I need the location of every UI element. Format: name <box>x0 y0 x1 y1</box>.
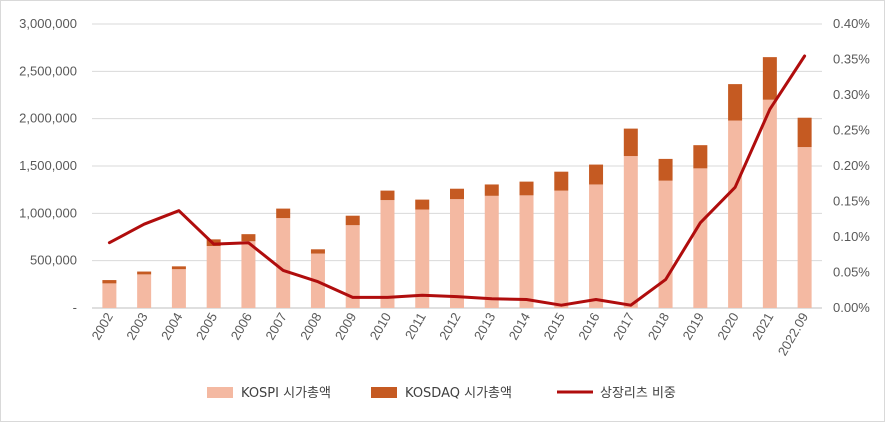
x-axis-tick-label: 2020 <box>714 310 741 343</box>
x-axis-tick-label: 2003 <box>123 310 150 343</box>
left-axis-tick-label: 2,000,000 <box>19 111 77 126</box>
bar-kospi <box>658 180 673 308</box>
x-axis-tick-label: 2013 <box>471 310 498 343</box>
bar-kosdaq <box>623 128 638 157</box>
x-axis-tick-label: 2012 <box>436 310 463 343</box>
left-axis-tick-label: 3,000,000 <box>19 16 77 31</box>
bar-kospi <box>623 156 638 308</box>
bar-kospi <box>728 120 743 308</box>
x-axis-tick-label: 2002 <box>89 310 116 343</box>
right-axis-tick-label: 0.35% <box>833 52 870 67</box>
bar-kosdaq <box>241 234 256 242</box>
bar-kospi <box>797 147 812 308</box>
right-axis-ticks: 0.00% 0.05% 0.10% 0.15% 0.20% 0.25% 0.30% 0.35%… <box>833 16 870 315</box>
bar-kosdaq <box>554 171 569 191</box>
bar-kosdaq <box>310 249 325 254</box>
x-axis-tick-label: 2007 <box>262 310 289 343</box>
bar-kospi <box>276 218 291 308</box>
legend-swatch-kospi <box>207 387 233 398</box>
x-axis-tick-label: 2016 <box>575 310 602 343</box>
x-axis-tick-label: 2019 <box>679 310 706 343</box>
x-axis-tick-label: 2017 <box>610 310 637 343</box>
bar-kospi <box>241 241 256 308</box>
x-axis-tick-label: 2008 <box>297 310 324 343</box>
legend-label-kosdaq: KOSDAQ 시가총액 <box>405 386 512 401</box>
legend: KOSPI 시가총액 KOSDAQ 시가총액 상장리츠 비중 <box>207 386 676 401</box>
left-axis-tick-label: 2,500,000 <box>19 63 77 78</box>
left-axis-tick-label: 500,000 <box>30 253 77 268</box>
left-axis-tick-label: 1,500,000 <box>19 158 77 173</box>
x-axis-ticks: 2002 2003 2004 2005 2006 2007 2008 2009 2010 2011… <box>89 310 812 358</box>
left-axis-tick-label: - <box>73 300 77 315</box>
bar-kosdaq <box>728 84 743 121</box>
bar-kosdaq <box>450 188 464 200</box>
x-axis-tick-label: 2018 <box>645 310 672 343</box>
bar-kosdaq <box>589 164 604 185</box>
bar-kosdaq <box>658 158 673 181</box>
bar-kosdaq <box>137 271 152 275</box>
bar-kospi <box>450 199 464 308</box>
right-axis-tick-label: 0.00% <box>833 300 870 315</box>
bar-kospi <box>137 274 152 308</box>
line-layer <box>107 54 807 307</box>
x-axis-tick-label: 2011 <box>402 310 429 342</box>
bar-kospi <box>206 245 221 308</box>
x-axis-tick-label: 2005 <box>193 310 220 343</box>
bar-kosdaq <box>171 266 186 270</box>
bar-kosdaq <box>276 208 291 219</box>
bar-kosdaq <box>693 145 708 169</box>
bar-kospi <box>484 195 499 308</box>
bar-kospi <box>762 99 777 308</box>
bar-kosdaq <box>519 181 534 196</box>
bar-kospi <box>171 269 186 308</box>
bar-kosdaq <box>415 199 430 210</box>
x-axis-tick-label: 2009 <box>332 310 359 343</box>
bar-kosdaq <box>345 215 360 226</box>
legend-swatch-kosdaq <box>371 387 397 398</box>
bar-kospi <box>380 200 395 308</box>
x-axis-tick-label: 2014 <box>506 310 533 343</box>
bar-kosdaq <box>797 117 812 148</box>
right-axis-tick-label: 0.20% <box>833 158 870 173</box>
right-axis-tick-label: 0.10% <box>833 229 870 244</box>
x-axis-tick-label: 2006 <box>228 310 255 343</box>
legend-label-kospi: KOSPI 시가총액 <box>241 386 331 401</box>
bar-kosdaq <box>102 280 117 284</box>
left-axis-tick-label: 1,000,000 <box>19 205 77 220</box>
x-axis-tick-label: 2010 <box>367 310 394 343</box>
bar-kospi <box>345 225 360 308</box>
right-axis-tick-label: 0.15% <box>833 194 870 209</box>
bar-kospi <box>693 168 708 308</box>
legend-label-reit-share: 상장리츠 비중 <box>600 386 676 401</box>
bar-kospi <box>554 190 569 308</box>
right-axis-tick-label: 0.05% <box>833 265 870 280</box>
right-axis-tick-label: 0.25% <box>833 123 870 138</box>
bars <box>102 57 812 308</box>
bar-kospi <box>589 184 604 308</box>
x-axis-tick-label: 2004 <box>158 310 185 343</box>
bar-kosdaq <box>484 184 499 196</box>
bar-kosdaq <box>380 190 395 201</box>
right-axis-tick-label: 0.30% <box>833 87 870 102</box>
bar-kospi <box>102 283 117 308</box>
bar-kosdaq <box>762 57 777 100</box>
right-axis-tick-label: 0.40% <box>833 16 870 31</box>
left-axis-ticks: - 500,000 1,000,000 1,500,000 2,000,000 2,500… <box>19 16 77 315</box>
x-axis-tick-label: 2021 <box>749 310 776 343</box>
x-axis-tick-label: 2015 <box>540 310 567 343</box>
line-reit-share <box>107 54 807 307</box>
bar-kospi <box>519 195 534 308</box>
x-axis-tick-label: 2022.09 <box>775 310 811 358</box>
bar-kospi <box>415 209 430 308</box>
